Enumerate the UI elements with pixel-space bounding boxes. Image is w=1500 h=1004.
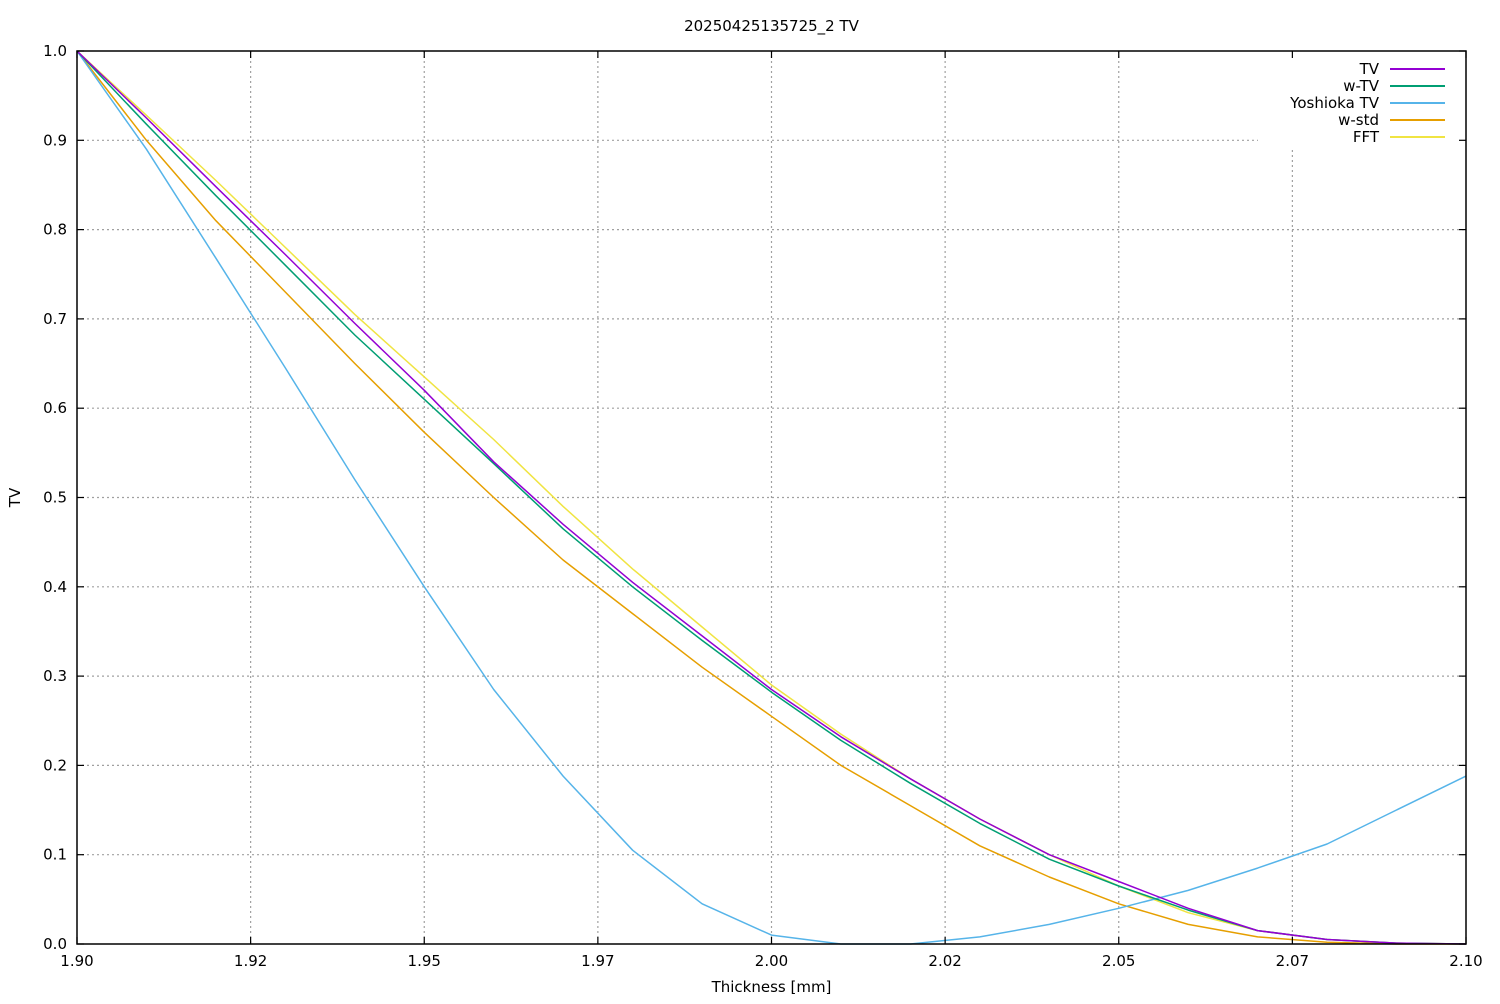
y-tick-label: 0.6: [43, 399, 67, 417]
y-tick-label: 0.5: [43, 489, 67, 507]
x-tick-label: 2.10: [1449, 952, 1482, 970]
series-line-fft: [76, 50, 1467, 945]
x-axis-label: Thickness [mm]: [711, 978, 832, 996]
y-tick-label: 0.0: [43, 935, 67, 953]
grid: [77, 51, 1466, 944]
y-tick-label: 1.0: [43, 42, 67, 60]
legend-label: Yoshioka TV: [1289, 94, 1380, 112]
legend-label: FFT: [1353, 128, 1380, 146]
y-tick-label: 0.8: [43, 221, 67, 239]
x-tick-label: 2.07: [1276, 952, 1309, 970]
y-tick-label: 0.4: [43, 578, 67, 596]
y-tick-label: 0.9: [43, 131, 67, 149]
series-lines: [76, 50, 1467, 945]
x-tick-label: 1.97: [581, 952, 614, 970]
y-tick-label: 0.3: [43, 667, 67, 685]
x-tick-label: 1.92: [234, 952, 267, 970]
chart-title: 20250425135725_2 TV: [684, 17, 860, 36]
y-tick-label: 0.1: [43, 846, 67, 864]
x-tick-label: 2.02: [928, 952, 961, 970]
legend-label: TV: [1359, 60, 1380, 78]
y-tick-label: 0.2: [43, 756, 67, 774]
x-tick-label: 2.00: [755, 952, 788, 970]
y-tick-label: 0.7: [43, 310, 67, 328]
x-tick-label: 2.05: [1102, 952, 1135, 970]
legend-label: w-std: [1338, 111, 1379, 129]
y-axis-label: TV: [6, 487, 24, 508]
legend-label: w-TV: [1343, 77, 1379, 95]
series-line-tv: [76, 50, 1467, 945]
series-line-w-std: [76, 50, 1466, 945]
series-line-yoshioka-tv: [76, 50, 1467, 945]
x-tick-label: 1.95: [408, 952, 441, 970]
axis-ticks: 1.90 1.92 1.95 1.97 2.00 2.02 2.05 2.07 2.10 0.0 0…: [43, 42, 1483, 970]
x-tick-label: 1.90: [60, 952, 93, 970]
